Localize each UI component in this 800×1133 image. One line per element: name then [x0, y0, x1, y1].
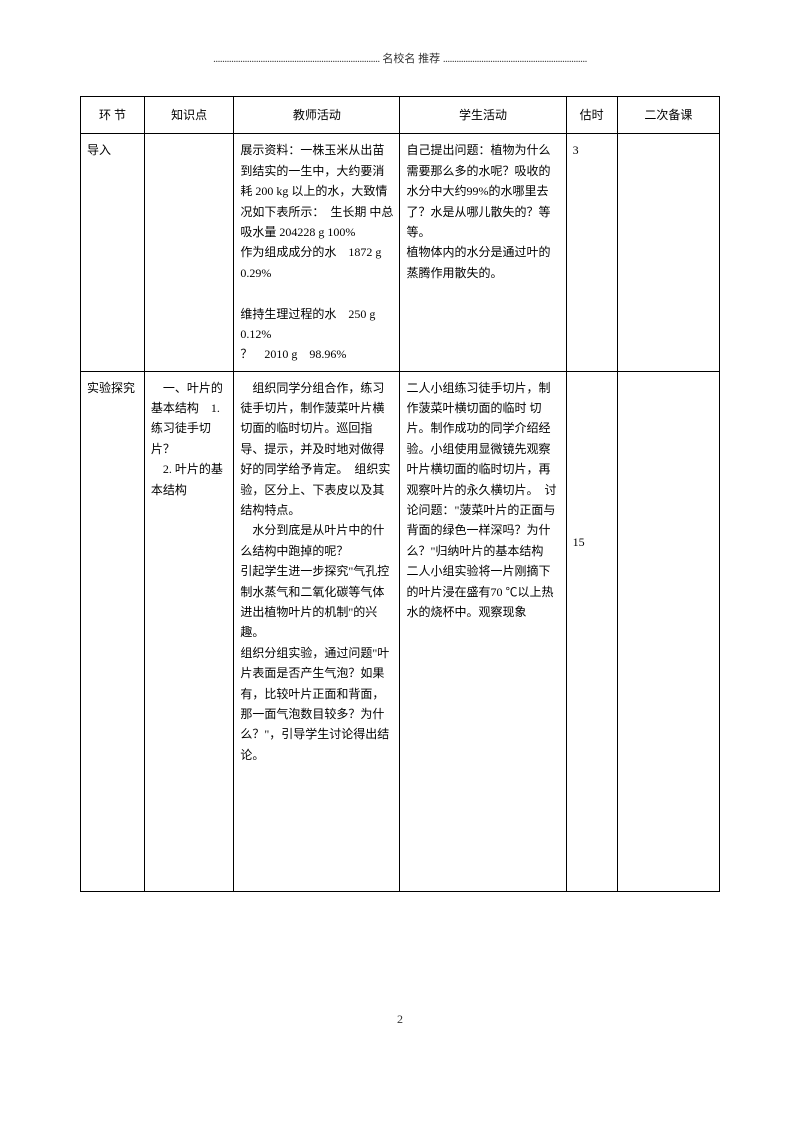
cell-student-1: 二人小组练习徒手切片，制作菠菜叶横切面的临时 切片。制作成功的同学介绍经验。小组…: [400, 371, 566, 891]
cell-knowledge-1: 一、叶片的基本结构 1. 练习徒手切片？ 2. 叶片的基本结构: [144, 371, 233, 891]
cell-time-1: 15: [566, 371, 617, 891]
cell-section-1: 实验探究: [81, 371, 145, 891]
lesson-plan-table: 环 节 知识点 教师活动 学生活动 估时 二次备课 导入 展示资料：一株玉米从出…: [80, 96, 720, 892]
page-number: 2: [397, 1012, 403, 1026]
header-teacher: 教师活动: [234, 97, 400, 134]
header-dots-right: ........................................…: [443, 53, 587, 65]
cell-notes-0: [617, 134, 719, 371]
header-section: 环 节: [81, 97, 145, 134]
cell-time-0: 3: [566, 134, 617, 371]
cell-knowledge-0: [144, 134, 233, 371]
page-container: ........................................…: [0, 0, 800, 1067]
cell-section-0: 导入: [81, 134, 145, 371]
cell-teacher-1: 组织同学分组合作，练习徒手切片，制作菠菜叶片横切面的临时切片。巡回指导、提示，并…: [234, 371, 400, 891]
header-time: 估时: [566, 97, 617, 134]
header-title: 名校名 推荐: [382, 53, 440, 65]
table-row: 导入 展示资料：一株玉米从出苗到结实的一生中，大约要消耗 200 kg 以上的水…: [81, 134, 720, 371]
header-notes: 二次备课: [617, 97, 719, 134]
cell-teacher-0: 展示资料：一株玉米从出苗到结实的一生中，大约要消耗 200 kg 以上的水，大致…: [234, 134, 400, 371]
header-dots-left: ........................................…: [213, 53, 380, 65]
header-line: ........................................…: [80, 50, 720, 66]
table-row: 实验探究 一、叶片的基本结构 1. 练习徒手切片？ 2. 叶片的基本结构 组织同…: [81, 371, 720, 891]
cell-notes-1: [617, 371, 719, 891]
table-header-row: 环 节 知识点 教师活动 学生活动 估时 二次备课: [81, 97, 720, 134]
cell-student-0: 自己提出问题：植物为什么需要那么多的水呢？吸收的水分中大约99%的水哪里去了？水…: [400, 134, 566, 371]
header-student: 学生活动: [400, 97, 566, 134]
header-knowledge: 知识点: [144, 97, 233, 134]
page-footer: 2: [80, 1012, 720, 1027]
